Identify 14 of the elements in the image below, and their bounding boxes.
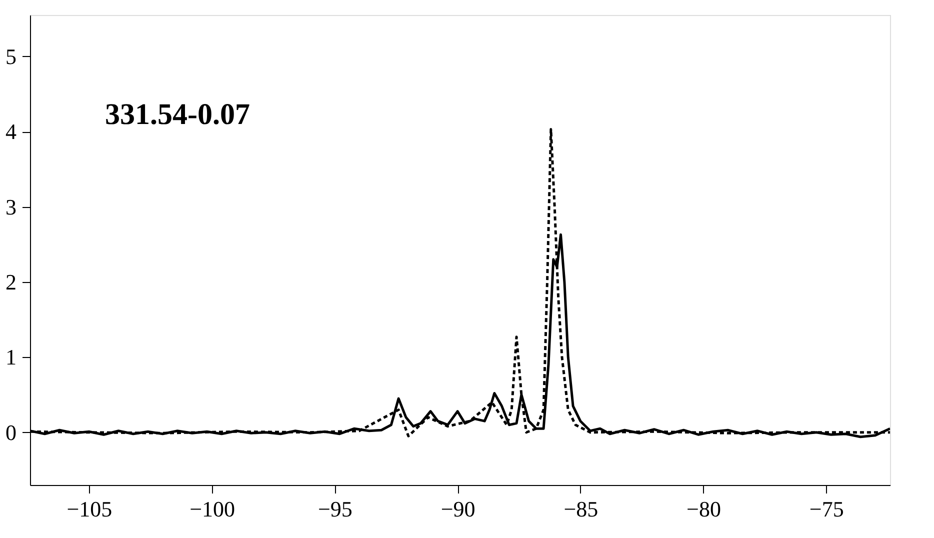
x-tick-label: −80 <box>686 496 721 522</box>
x-tick-label: −100 <box>190 496 236 522</box>
y-tick-label: 1 <box>6 344 16 370</box>
x-tick-label: −95 <box>318 496 352 522</box>
x-tick-label: −85 <box>564 496 598 522</box>
x-tick-label: −75 <box>809 496 844 522</box>
x-tick-label: −105 <box>66 496 112 522</box>
y-tick-label: 0 <box>6 420 16 445</box>
x-tick-label: −90 <box>440 496 476 522</box>
y-tick-label: 5 <box>6 44 16 69</box>
y-tick-label: 4 <box>6 119 16 144</box>
y-tick-label: 2 <box>6 269 16 294</box>
annotation: 331.54-0.07 <box>105 98 250 131</box>
y-tick-label: 3 <box>6 194 16 220</box>
